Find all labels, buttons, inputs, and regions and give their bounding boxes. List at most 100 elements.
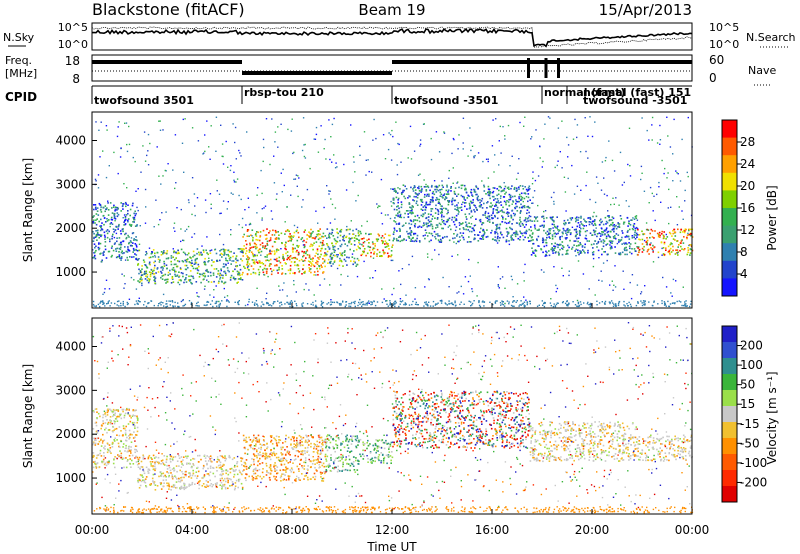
data-cell [96, 218, 98, 220]
data-cell [273, 250, 276, 252]
data-cell [248, 263, 251, 265]
data-cell [596, 304, 598, 306]
data-cell [296, 304, 298, 307]
data-cell [109, 422, 112, 424]
data-cell [600, 270, 602, 272]
data-cell [99, 225, 101, 227]
data-cell [631, 237, 634, 239]
data-cell [376, 301, 379, 303]
data-cell [593, 231, 596, 233]
data-cell [431, 235, 434, 237]
data-cell [162, 461, 164, 464]
data-cell [162, 274, 165, 277]
data-cell [518, 222, 521, 225]
data-cell [648, 301, 650, 303]
data-cell [435, 227, 437, 229]
data-cell [371, 241, 374, 243]
data-cell [229, 279, 232, 281]
data-cell [683, 236, 685, 238]
data-cell [502, 301, 504, 303]
data-cell [502, 216, 504, 219]
data-cell [398, 216, 401, 218]
data-cell [525, 229, 528, 232]
data-cell [213, 268, 216, 270]
data-cell [349, 228, 351, 231]
data-cell [199, 253, 201, 256]
data-cell [585, 234, 587, 237]
data-cell [138, 462, 140, 465]
data-cell [409, 233, 412, 235]
data-cell [497, 266, 499, 268]
data-cell [524, 219, 527, 221]
data-cell [293, 280, 295, 282]
data-cell [373, 300, 375, 303]
data-cell [134, 243, 137, 245]
data-cell [524, 236, 526, 239]
data-cell [469, 206, 471, 208]
data-cell [511, 278, 513, 281]
data-cell [203, 454, 206, 457]
data-cell [385, 245, 388, 248]
data-cell [234, 278, 236, 281]
data-cell [611, 159, 614, 162]
data-cell [549, 237, 551, 239]
data-cell [302, 255, 304, 258]
data-cell [139, 474, 142, 476]
data-cell [460, 301, 462, 303]
data-cell [360, 301, 362, 304]
data-cell [585, 184, 587, 187]
data-cell [171, 268, 174, 271]
data-cell [574, 240, 577, 242]
data-cell [519, 238, 521, 241]
data-cell [191, 282, 193, 285]
data-cell [442, 186, 444, 188]
data-cell [493, 187, 496, 189]
data-cell [430, 239, 432, 242]
data-cell [294, 300, 296, 302]
data-cell [442, 194, 445, 197]
data-cell [111, 441, 114, 444]
data-cell [502, 189, 505, 191]
data-cell [557, 244, 560, 246]
data-cell [109, 240, 111, 243]
data-cell [245, 243, 248, 246]
data-cell [212, 305, 214, 308]
data-cell [109, 225, 111, 228]
data-cell [650, 228, 653, 231]
data-cell [384, 214, 387, 216]
data-cell [182, 272, 184, 275]
data-cell [166, 471, 168, 473]
data-cell [150, 300, 152, 302]
data-cell [382, 249, 384, 252]
data-cell [682, 286, 684, 288]
data-cell [124, 427, 126, 430]
data-cell [161, 275, 164, 277]
data-cell [498, 239, 500, 242]
data-cell [287, 240, 290, 242]
data-cell [350, 243, 353, 245]
data-cell [441, 195, 443, 198]
data-cell [455, 226, 458, 228]
data-cell [256, 254, 258, 257]
data-cell [104, 428, 106, 431]
data-cell [468, 207, 471, 210]
data-cell [333, 154, 335, 156]
data-cell [505, 240, 508, 243]
data-cell [149, 278, 151, 281]
data-cell [561, 248, 564, 250]
data-cell [626, 235, 628, 238]
data-cell [492, 190, 495, 193]
data-cell [464, 276, 467, 278]
data-cell [594, 222, 596, 225]
data-cell [315, 133, 318, 136]
data-cell [315, 210, 317, 212]
data-cell [274, 252, 276, 254]
data-cell [100, 206, 102, 208]
data-cell [141, 278, 143, 281]
data-cell [563, 223, 566, 226]
data-cell [247, 265, 250, 267]
data-cell [548, 232, 550, 235]
data-cell [139, 479, 141, 482]
data-cell [491, 195, 494, 198]
data-cell [473, 225, 476, 227]
